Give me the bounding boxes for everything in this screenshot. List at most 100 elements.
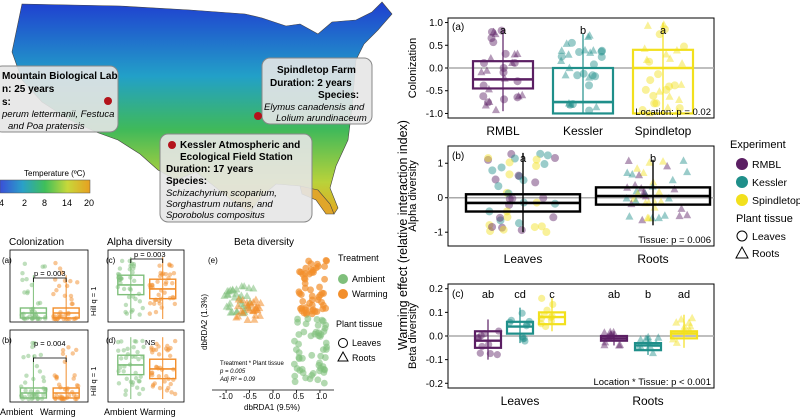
right-b-category: Leaves (504, 252, 543, 266)
panel-c-point (163, 271, 169, 277)
panel-d-point (138, 374, 143, 379)
right-c-point (600, 340, 609, 349)
right-a-category: Kessler (563, 124, 603, 138)
panel-d-point (116, 348, 121, 353)
panel-a-point (33, 313, 39, 318)
warming-leaf-point (321, 275, 328, 283)
panel-d-point (123, 355, 129, 360)
ambient-leaf-point (314, 376, 322, 384)
panel-d-point (135, 385, 140, 390)
panel-c-point (127, 286, 132, 291)
panel-b-pvalue: p = 0.004 (34, 339, 66, 348)
right-b-point (549, 213, 558, 222)
right-a-point (479, 92, 488, 101)
right-b-point (654, 213, 663, 222)
temperature-legend-title: Temperature (ºC) (24, 169, 85, 178)
panel-b-point (21, 354, 26, 360)
site-kessler-line7: Sporobolus compositus (166, 210, 265, 221)
panel-b-point (34, 363, 40, 369)
ambient-leaf-point (318, 316, 326, 324)
right-c-category: Leaves (501, 394, 540, 408)
panel-d-point (150, 350, 155, 355)
ambient-leaf-point (292, 346, 300, 354)
right-a-point (518, 90, 527, 99)
right-b-point (496, 216, 505, 225)
right-y-axis-title: Warming effect (relative interaction ind… (396, 120, 410, 350)
warming-leaf-point (319, 305, 327, 313)
right-b-point (497, 163, 506, 172)
hill-label-c: Hill q = 1 (89, 287, 98, 316)
panel-c-point (131, 278, 137, 284)
warming-root-point (232, 313, 241, 321)
ambient-leaf-point (295, 340, 302, 348)
ambient-leaf-point (308, 351, 316, 359)
ambient-leaf-point (294, 318, 301, 326)
right-b-point (623, 168, 632, 177)
warming-legend-label: Warming (352, 289, 388, 299)
ambient-leaf-point (320, 328, 328, 335)
right-a-point (489, 27, 498, 36)
panel-d-point (169, 390, 174, 395)
leaves-legend-label-left: Leaves (352, 338, 382, 348)
panel-d-point (137, 391, 142, 397)
panel-c-point (170, 280, 175, 286)
colonization-title: Colonization (9, 237, 64, 248)
right-b-point (540, 160, 549, 169)
temp-tick: 20 (84, 198, 94, 208)
site-spindletop-marker (254, 112, 262, 120)
right-a-point (481, 100, 490, 109)
right-a-point (678, 59, 687, 67)
alpha-title: Alpha diversity (107, 237, 172, 248)
right-c-letter: ab (482, 289, 494, 301)
ambient-leaf-point (306, 375, 314, 383)
panel-d-point (133, 339, 139, 344)
warming-leaf-point (299, 297, 307, 305)
right-panel-c-ytick-label: -0.1 (426, 355, 444, 366)
right-b-point (683, 210, 692, 219)
right-b-point (629, 194, 638, 202)
panel-a-point (64, 283, 70, 289)
right-a-point (487, 27, 496, 36)
right-c-point (634, 343, 643, 351)
right-a-point (487, 34, 496, 43)
right-c-point (685, 318, 694, 326)
right-a-point (665, 82, 674, 91)
temp-tick: 8 (42, 198, 47, 208)
warming-root-point (250, 315, 259, 323)
site-spindletop-line4: Elymus canadensis and (264, 102, 365, 113)
right-c-point (520, 334, 528, 343)
panel-c-point (156, 292, 161, 298)
warming-leaf-point (308, 307, 316, 315)
warming-leaf-point (305, 257, 313, 265)
right-a-point (486, 54, 495, 62)
right-b-point (486, 227, 495, 236)
site-rmbl-line4: perum lettermanii, Festuca (1, 109, 114, 120)
right-b-point (677, 204, 686, 212)
e-xtick: -0.5 (243, 392, 257, 401)
right-a-ylabel: Colonization (407, 38, 419, 99)
panel-d-point (172, 391, 178, 397)
right-a-category: RMBL (486, 124, 520, 138)
right-a-point (592, 102, 601, 111)
right-b-point (494, 182, 503, 191)
panel-a-point (69, 297, 74, 302)
right-b-point (484, 154, 493, 163)
right-c-letter: ab (608, 289, 620, 301)
right-a-point (513, 93, 522, 102)
panel-b-point (26, 353, 31, 359)
ambient-leaf-point (291, 372, 299, 380)
right-b-point (505, 158, 514, 167)
right-c-point (547, 317, 555, 325)
ambient-root-point (228, 286, 237, 294)
right-a-point (579, 69, 588, 78)
right-a-point (677, 80, 686, 88)
site-kessler-line6: Sorghastrum nutans, and (166, 199, 273, 210)
panel-c-point (171, 270, 177, 276)
panel-d-point (149, 345, 154, 350)
right-a-point (557, 46, 566, 54)
right-b-point (505, 194, 514, 203)
site-rmbl-line2: n: 25 years (2, 84, 55, 95)
site-spindletop-line3: Species: (318, 90, 359, 101)
warming-leaf-point (321, 263, 328, 270)
panel-c-point (159, 305, 164, 310)
